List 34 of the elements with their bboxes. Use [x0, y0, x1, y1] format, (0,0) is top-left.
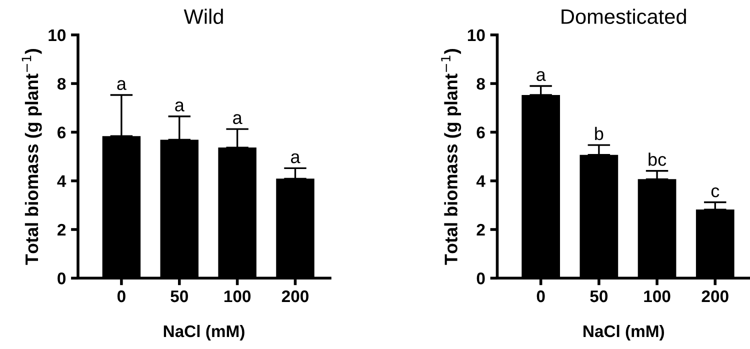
x-tick-label: 0 [536, 290, 545, 302]
chart-title: Domesticated [562, 8, 686, 24]
y-tick-label: 6 [476, 126, 485, 138]
x-tick-label: 200 [282, 290, 308, 302]
annotation: c [711, 187, 720, 198]
y-tick-label: 0 [476, 272, 485, 284]
annotation: a [175, 102, 184, 112]
x-tick-label: 100 [644, 290, 670, 302]
y-tick-label: 4 [476, 175, 486, 187]
x-tick-label: 100 [224, 290, 251, 302]
x-axis-title: NaCl (mM) [164, 324, 244, 340]
x-tick-label: 200 [702, 290, 728, 302]
annotation: a [233, 114, 242, 124]
y-tick-label: 8 [476, 78, 485, 90]
y-tick-label: 4 [57, 175, 66, 187]
annotation: bc [648, 152, 666, 166]
y-axis-title: Total biomass (g plant$^{−1}$) [22, 49, 42, 265]
y-tick-label: 6 [58, 126, 66, 138]
y-tick-label: 2 [476, 224, 485, 236]
x-tick-label: 0 [117, 290, 126, 302]
x-tick-label: 50 [590, 290, 608, 302]
y-tick-label: 2 [58, 224, 66, 236]
annotation: a [290, 153, 300, 164]
chart-title: Wild [184, 8, 223, 24]
x-tick-label: 50 [170, 290, 188, 302]
annotation: b [595, 126, 604, 140]
y-tick-label: 0 [58, 272, 66, 284]
x-axis-title: NaCl (mM) [584, 324, 664, 340]
y-axis-title: Total biomass (g plant$^{−1}$) [441, 49, 462, 265]
annotation: a [117, 80, 126, 90]
y-tick-label: 10 [48, 29, 66, 42]
y-tick-label: 10 [468, 29, 485, 42]
y-tick-label: 8 [57, 78, 66, 90]
annotation: a [536, 71, 546, 82]
